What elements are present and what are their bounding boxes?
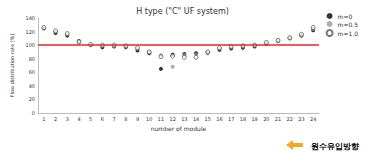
svg-text:22: 22 bbox=[287, 116, 293, 122]
svg-text:120: 120 bbox=[25, 29, 35, 35]
svg-text:18: 18 bbox=[240, 116, 246, 122]
svg-text:3: 3 bbox=[66, 116, 69, 122]
svg-text:H type ("C" UF system): H type ("C" UF system) bbox=[136, 7, 229, 16]
svg-text:6: 6 bbox=[101, 116, 104, 122]
svg-text:9: 9 bbox=[136, 116, 139, 122]
svg-text:원수유입방향: 원수유입방향 bbox=[311, 142, 359, 151]
svg-text:24: 24 bbox=[310, 116, 316, 122]
svg-text:number of module: number of module bbox=[151, 125, 207, 132]
svg-text:1: 1 bbox=[42, 116, 45, 122]
svg-text:8: 8 bbox=[124, 116, 127, 122]
svg-text:21: 21 bbox=[275, 116, 281, 122]
svg-text:20: 20 bbox=[263, 116, 269, 122]
svg-text:10: 10 bbox=[146, 116, 152, 122]
svg-text:2: 2 bbox=[54, 116, 57, 122]
svg-text:Flow distribution rate [%]: Flow distribution rate [%] bbox=[9, 34, 15, 98]
svg-text:14: 14 bbox=[193, 116, 199, 122]
svg-text:15: 15 bbox=[205, 116, 211, 122]
svg-text:5: 5 bbox=[89, 116, 92, 122]
svg-text:20: 20 bbox=[29, 96, 35, 102]
svg-text:100: 100 bbox=[25, 42, 35, 48]
svg-text:m=1.0: m=1.0 bbox=[338, 30, 359, 37]
svg-text:11: 11 bbox=[158, 116, 164, 122]
svg-text:13: 13 bbox=[181, 116, 187, 122]
svg-text:7: 7 bbox=[113, 116, 116, 122]
svg-text:80: 80 bbox=[29, 56, 35, 62]
svg-text:16: 16 bbox=[216, 116, 222, 122]
svg-text:4: 4 bbox=[77, 116, 80, 122]
svg-text:0: 0 bbox=[32, 110, 35, 116]
svg-text:60: 60 bbox=[29, 69, 35, 75]
svg-text:23: 23 bbox=[298, 116, 304, 122]
svg-text:17: 17 bbox=[228, 116, 234, 122]
svg-text:12: 12 bbox=[169, 116, 175, 122]
svg-text:40: 40 bbox=[29, 83, 35, 89]
svg-text:m=0.5: m=0.5 bbox=[338, 21, 359, 28]
svg-text:m=0: m=0 bbox=[338, 13, 353, 20]
svg-text:140: 140 bbox=[25, 15, 35, 21]
svg-text:19: 19 bbox=[251, 116, 257, 122]
